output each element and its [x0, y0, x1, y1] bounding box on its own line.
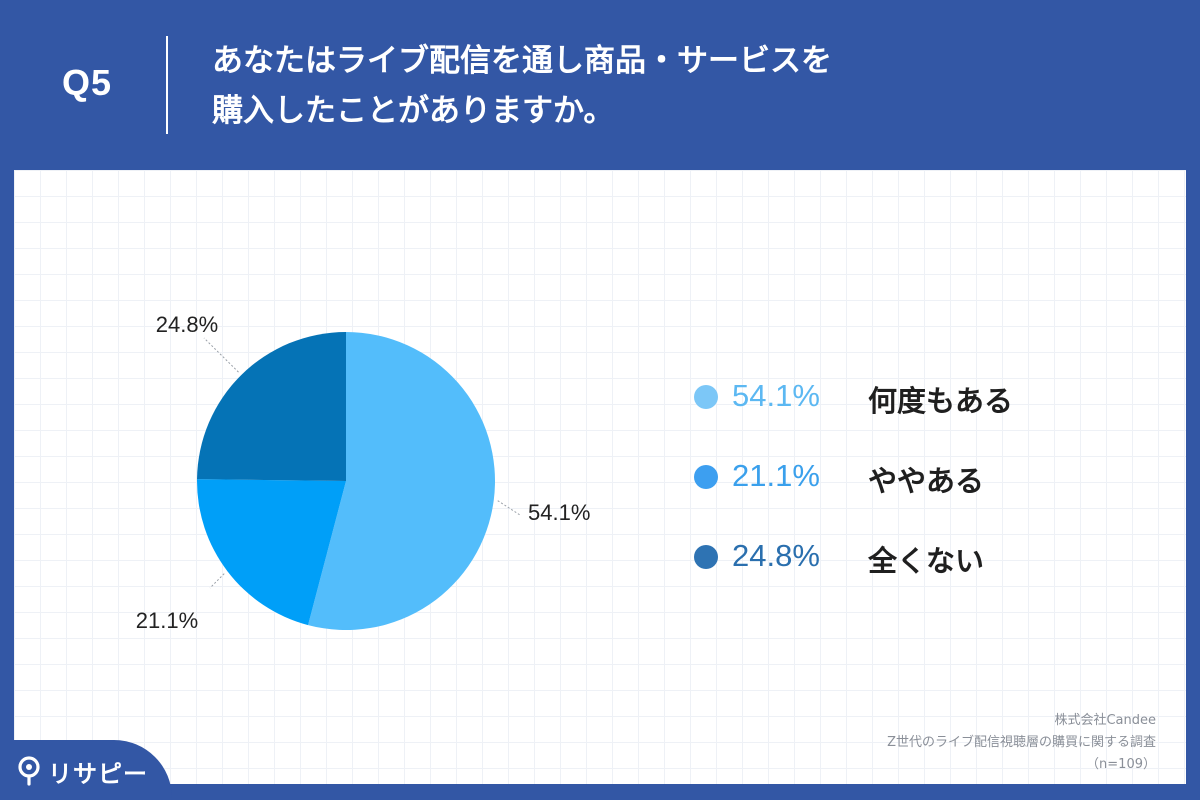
question-line-2: 購入したことがありますか。: [212, 93, 615, 129]
pie-slice-frequently: [308, 332, 495, 630]
legend-dot-icon: [694, 385, 718, 409]
leader-line-never: [203, 337, 239, 373]
header: Q5 あなたはライブ配信を通し商品・サービスを 購入したことがありますか。: [0, 0, 1200, 170]
brand-tab: [0, 740, 172, 800]
source-survey: Z世代のライブ配信視聴層の購買に関する調査: [887, 735, 1156, 750]
question-number: Q5: [62, 62, 113, 103]
brand-name: リサピー: [48, 759, 148, 788]
pie-chart: 54.1% 21.1% 24.8%: [136, 312, 591, 633]
question-title: あなたはライブ配信を通し商品・サービスを 購入したことがありますか。: [212, 36, 1172, 136]
leader-line-somewhat: [209, 573, 225, 589]
legend-label: 全くない: [868, 544, 985, 578]
legend-item-frequently: 54.1% 何度もある: [688, 376, 1108, 420]
legend-percent: 54.1%: [732, 378, 820, 413]
pie-slice-somewhat: [197, 479, 346, 626]
question-line-1: あなたはライブ配信を通し商品・サービスを: [212, 43, 832, 79]
source-sample-size: （n=109）: [1086, 757, 1156, 772]
legend-label: 何度もある: [868, 384, 1014, 418]
source-note: 株式会社Candee Z世代のライブ配信視聴層の購買に関する調査 （n=109）: [887, 710, 1156, 776]
legend-dot-icon: [694, 465, 718, 489]
header-divider: [166, 36, 168, 134]
leader-line-frequently: [497, 500, 521, 516]
brand-logo: リサピー: [16, 756, 148, 788]
source-company: 株式会社Candee: [1054, 713, 1156, 728]
data-label-never: 24.8%: [156, 312, 218, 337]
pie-slice-never: [197, 332, 346, 481]
data-label-somewhat: 21.1%: [136, 608, 198, 633]
data-label-frequently: 54.1%: [528, 500, 590, 525]
legend-percent: 21.1%: [732, 458, 820, 493]
legend-dot-icon: [694, 545, 718, 569]
legend-item-somewhat: 21.1% ややある: [688, 456, 1108, 500]
legend-item-never: 24.8% 全くない: [688, 536, 1108, 580]
chart-panel: 54.1% 21.1% 24.8% 54.1% 何度もある 21.1% ややある 2…: [14, 170, 1186, 784]
legend-percent: 24.8%: [732, 538, 820, 573]
pin-icon: [18, 756, 40, 786]
legend-label: ややある: [868, 464, 985, 498]
